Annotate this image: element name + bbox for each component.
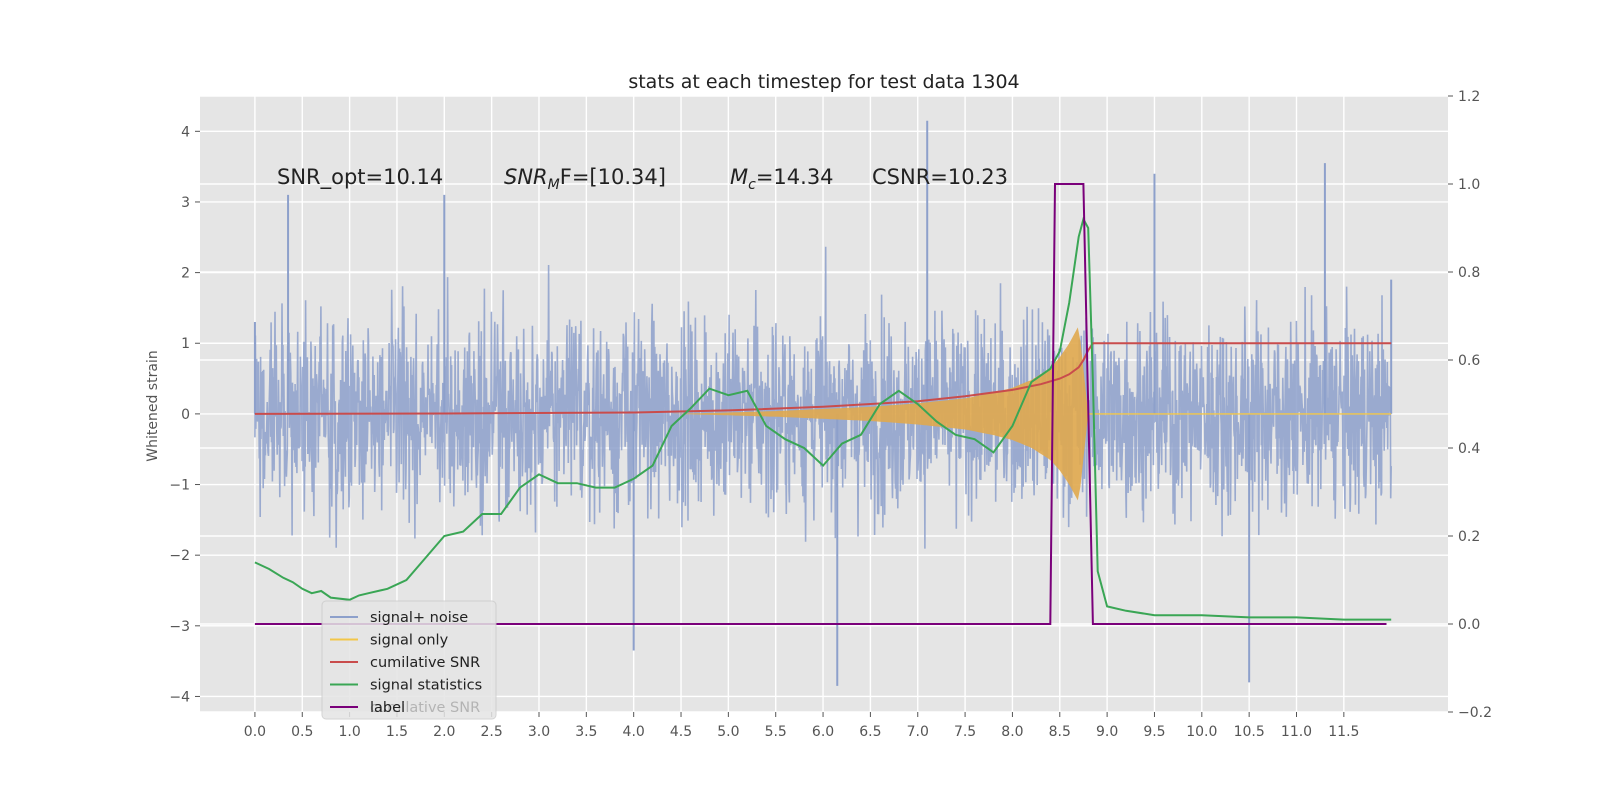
- x-tick-label: 11.0: [1281, 724, 1312, 740]
- x-tick-label: 1.0: [338, 724, 360, 740]
- y-tick-label: −4: [169, 689, 190, 705]
- x-tick-label: 4.5: [670, 724, 692, 740]
- annotation-csnr: CSNR=10.23: [872, 165, 1008, 189]
- legend-label: signal statistics: [370, 678, 482, 694]
- y-tick-label: −3: [169, 619, 190, 635]
- y-tick-label: 2: [181, 266, 190, 282]
- y2-tick-label: 0.4: [1458, 441, 1480, 457]
- y-tick-label: 0: [181, 407, 190, 423]
- x-tick-label: 10.5: [1234, 724, 1265, 740]
- series-signal-only: [671, 327, 1392, 501]
- x-tick-label: 3.0: [528, 724, 550, 740]
- x-tick-label: 1.5: [386, 724, 408, 740]
- y-tick-label: 1: [181, 336, 190, 352]
- y-tick-label: −1: [169, 478, 190, 494]
- y2-tick-label: 0.0: [1458, 617, 1480, 633]
- legend-box: [321, 600, 497, 720]
- x-tick-label: 7.5: [954, 724, 976, 740]
- line-cumilative-snr: [254, 342, 1392, 415]
- signal-envelope: [671, 327, 1089, 501]
- y-tick-label: 3: [181, 195, 190, 211]
- legend-label: label: [370, 700, 405, 716]
- snr-mf-sub: M: [548, 177, 560, 193]
- x-tick-label: 8.0: [1001, 724, 1023, 740]
- x-tick-label: 9.0: [1096, 724, 1118, 740]
- legend-label: signal only: [370, 633, 449, 649]
- x-tick-label: 6.5: [859, 724, 881, 740]
- y-axis-label: Whitened strain: [145, 350, 161, 461]
- y2-tick-label: 0.2: [1458, 529, 1480, 545]
- y2-tick-label: 1.0: [1458, 177, 1480, 193]
- annotation-snr-mf: SNRMF=[10.34]: [504, 165, 666, 193]
- snr-mf-main: SNR: [504, 165, 548, 189]
- y2-tick-label: 0.8: [1458, 265, 1480, 281]
- x-tick-label: 2.0: [433, 724, 455, 740]
- x-tick-label: 0.5: [291, 724, 313, 740]
- mc-rest: =14.34: [756, 165, 834, 189]
- x-tick-label: 3.5: [575, 724, 597, 740]
- mc-sub: c: [748, 177, 756, 193]
- annotation-mc: Mc=14.34: [730, 165, 834, 193]
- chart-title: stats at each timestep for test data 130…: [628, 71, 1019, 93]
- legend-label: cumilative SNR: [370, 655, 480, 671]
- series-lines: [254, 183, 1392, 625]
- snr-mf-rest: F=[10.34]: [560, 165, 666, 189]
- y-tick-label: −2: [169, 548, 190, 564]
- x-tick-label: 8.5: [1049, 724, 1071, 740]
- mc-main: M: [730, 165, 748, 189]
- x-tick-label: 9.5: [1143, 724, 1165, 740]
- annotation-snr-opt: SNR_opt=10.14: [277, 165, 443, 190]
- x-tick-label: 4.0: [623, 724, 645, 740]
- x-tick-label: 11.5: [1328, 724, 1359, 740]
- legend-label: signal+ noise: [370, 610, 468, 626]
- x-tick-label: 2.5: [481, 724, 503, 740]
- noise-trace: [254, 246, 1392, 549]
- x-tick-label: 10.0: [1186, 724, 1217, 740]
- y2-tick-label: 0.6: [1458, 353, 1480, 369]
- series-signal-noise: [253, 120, 1393, 686]
- y2-tick-label: −0.2: [1458, 705, 1492, 721]
- x-tick-label: 5.5: [765, 724, 787, 740]
- line-signal-statistics: [254, 216, 1392, 621]
- x-tick-label: 0.0: [244, 724, 266, 740]
- x-tick-label: 6.0: [812, 724, 834, 740]
- legend-ghost-text: cumilative SNR: [370, 700, 480, 716]
- x-tick-label: 5.0: [717, 724, 739, 740]
- y-tick-label: 4: [181, 124, 190, 140]
- axes: 0.0 0.5 1.0 1.5 2.0 2.5 3.0 3.5 4.0 4.5 5.0 5.5 6.0 6…: [169, 89, 1492, 740]
- x-tick-label: 7.0: [907, 724, 929, 740]
- y2-tick-label: 1.2: [1458, 89, 1480, 105]
- line-label: [254, 183, 1387, 625]
- legend: signal+ noise signal only cumilative SNR si…: [321, 600, 497, 720]
